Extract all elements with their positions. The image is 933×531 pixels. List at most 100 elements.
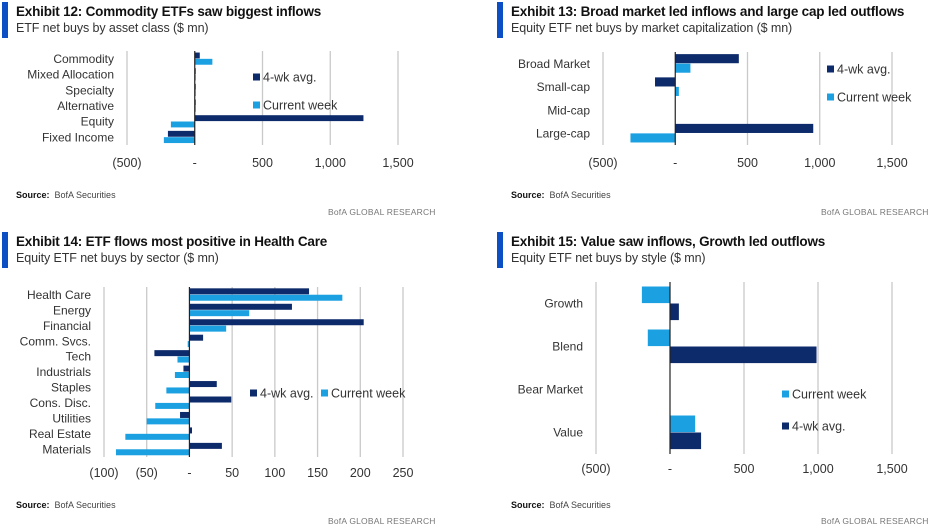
category-label: Energy (53, 303, 91, 317)
chart-title: Exhibit 12: Commodity ETFs saw biggest i… (16, 4, 322, 19)
category-label: Fixed Income (42, 130, 114, 144)
bar-current (647, 329, 670, 347)
bar-avg4wk (675, 54, 739, 64)
bar-avg4wk (189, 442, 222, 449)
bar-current (125, 433, 190, 440)
category-label: Blend (552, 340, 583, 354)
legend-marker-avg4wk (250, 389, 257, 397)
bar-avg4wk (670, 432, 702, 450)
exhibit-12-chart: (500) - 500 1,000 1,500 Commodity Mixed Alloca… (27, 51, 414, 170)
legend-label-avg4wk: 4-wk avg. (792, 419, 846, 433)
legend-marker-current (782, 390, 789, 398)
category-label: Mid-cap (547, 103, 590, 117)
exhibit-13-panel: Exhibit 13: Broad market led inflows and… (497, 0, 933, 222)
category-label: Health Care (27, 288, 91, 302)
bar-current (194, 58, 213, 65)
category-label: Broad Market (518, 57, 591, 71)
source-note: Source: BofA Securities (16, 500, 116, 510)
bar-avg4wk (183, 365, 190, 372)
source-note: Source: BofA Securities (511, 500, 611, 510)
bar-avg4wk (655, 77, 676, 87)
bar-avg4wk (675, 123, 814, 133)
title-accent-bar (2, 2, 8, 38)
legend-marker-avg4wk (253, 73, 260, 81)
legend-label-avg4wk: 4-wk avg. (837, 62, 891, 76)
category-label: Alternative (57, 99, 114, 113)
bar-current (189, 325, 227, 332)
bar-avg4wk (189, 381, 217, 388)
bar-avg4wk (194, 52, 200, 59)
brand-footer: BofA GLOBAL RESEARCH (328, 207, 436, 217)
chart-title: Exhibit 15: Value saw inflows, Growth le… (511, 234, 826, 249)
exhibit-14-chart: (100) (50) - 50 100 150 200 250 Health CareEnerg… (20, 287, 414, 480)
category-label: Specialty (65, 83, 114, 97)
category-label: Staples (51, 381, 91, 395)
title-accent-bar (497, 2, 503, 38)
category-label: Value (553, 426, 583, 440)
bar-avg4wk (189, 319, 364, 326)
legend-label-current: Current week (837, 90, 912, 104)
legend-marker-current (321, 389, 328, 397)
bar-current (155, 402, 190, 409)
exhibit-15-chart: (500) - 500 1,000 1,500 Growth Blend Bear Marke… (518, 282, 908, 476)
x-tick-label: 1,500 (382, 156, 413, 170)
category-label: Comm. Svcs. (20, 334, 91, 348)
bar-avg4wk (189, 396, 232, 403)
x-tick-label: 100 (264, 466, 285, 480)
x-tick-label: (100) (89, 466, 118, 480)
category-label: Small-cap (537, 80, 591, 94)
legend-label-current: Current week (331, 386, 406, 400)
legend-marker-current (827, 93, 834, 101)
x-tick-label: 1,000 (802, 462, 833, 476)
category-label: Industrials (36, 365, 91, 379)
bar-current (174, 372, 190, 378)
category-label: Equity (81, 115, 114, 129)
bar-current (115, 449, 190, 456)
chart-title: Exhibit 13: Broad market led inflows and… (511, 4, 905, 19)
category-label: Mixed Allocation (27, 68, 114, 82)
brand-footer: BofA GLOBAL RESEARCH (821, 516, 929, 526)
legend-marker-current (253, 101, 260, 109)
legend-marker-avg4wk (827, 65, 834, 73)
bar-current (146, 418, 190, 425)
x-tick-label: 50 (225, 466, 239, 480)
x-tick-label: - (673, 156, 677, 170)
x-tick-label: 250 (393, 466, 414, 480)
bar-current (166, 387, 190, 394)
bar-avg4wk (189, 303, 292, 310)
bar-current (189, 294, 343, 301)
x-tick-label: 150 (307, 466, 328, 480)
bar-avg4wk (189, 334, 204, 341)
exhibit-12-panel: Exhibit 12: Commodity ETFs saw biggest i… (2, 0, 462, 222)
x-tick-label: - (187, 466, 191, 480)
chart-subtitle: ETF net buys by asset class ($ mn) (16, 21, 209, 35)
bar-avg4wk (180, 411, 190, 418)
x-tick-label: 500 (737, 156, 758, 170)
chart-subtitle: Equity ETF net buys by style ($ mn) (511, 251, 706, 265)
exhibit-14-panel: Exhibit 14: ETF flows most positive in H… (2, 230, 462, 531)
bar-avg4wk (670, 303, 679, 321)
legend-label-avg4wk: 4-wk avg. (263, 70, 317, 84)
bar-current (675, 63, 691, 73)
x-tick-label: 1,500 (876, 462, 907, 476)
category-label: Real Estate (29, 427, 91, 441)
category-label: Financial (43, 319, 91, 333)
x-tick-label: - (668, 462, 672, 476)
chart-subtitle: Equity ETF net buys by market capitaliza… (511, 21, 793, 35)
x-tick-label: (500) (588, 156, 617, 170)
exhibit-13-chart: (500) - 500 1,000 1,500 Broad Market Small-cap… (518, 52, 912, 170)
source-note: Source: BofA Securities (16, 190, 116, 200)
bar-avg4wk (189, 288, 310, 295)
legend-label-current: Current week (792, 387, 867, 401)
bar-current (641, 286, 670, 304)
bar-current (163, 137, 195, 144)
x-tick-label: 1,000 (315, 156, 346, 170)
legend-label-current: Current week (263, 98, 338, 112)
chart-subtitle: Equity ETF net buys by sector ($ mn) (16, 251, 219, 265)
brand-footer: BofA GLOBAL RESEARCH (328, 516, 436, 526)
bar-current (675, 86, 679, 96)
source-note: Source: BofA Securities (511, 190, 611, 200)
brand-footer: BofA GLOBAL RESEARCH (821, 207, 929, 217)
exhibit-15-panel: Exhibit 15: Value saw inflows, Growth le… (497, 230, 933, 531)
bar-current (170, 121, 195, 128)
